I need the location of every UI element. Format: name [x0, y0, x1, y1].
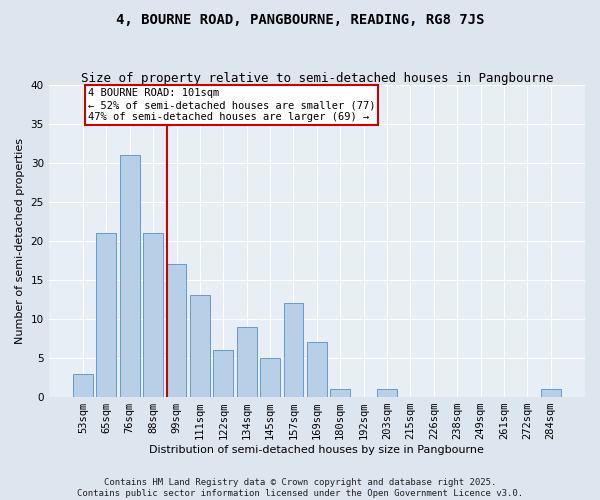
Bar	[330, 390, 350, 397]
Bar	[97, 233, 116, 397]
Bar	[167, 264, 187, 397]
Bar	[143, 233, 163, 397]
Y-axis label: Number of semi-detached properties: Number of semi-detached properties	[15, 138, 25, 344]
Bar	[237, 327, 257, 397]
Bar	[73, 374, 93, 397]
Bar	[541, 390, 560, 397]
X-axis label: Distribution of semi-detached houses by size in Pangbourne: Distribution of semi-detached houses by …	[149, 445, 484, 455]
Bar	[214, 350, 233, 397]
Text: 4 BOURNE ROAD: 101sqm
← 52% of semi-detached houses are smaller (77)
47% of semi: 4 BOURNE ROAD: 101sqm ← 52% of semi-deta…	[88, 88, 375, 122]
Bar	[120, 155, 140, 397]
Bar	[260, 358, 280, 397]
Text: 4, BOURNE ROAD, PANGBOURNE, READING, RG8 7JS: 4, BOURNE ROAD, PANGBOURNE, READING, RG8…	[116, 12, 484, 26]
Bar	[284, 304, 304, 397]
Bar	[307, 342, 327, 397]
Text: Contains HM Land Registry data © Crown copyright and database right 2025.
Contai: Contains HM Land Registry data © Crown c…	[77, 478, 523, 498]
Title: Size of property relative to semi-detached houses in Pangbourne: Size of property relative to semi-detach…	[80, 72, 553, 85]
Bar	[190, 296, 210, 397]
Bar	[377, 390, 397, 397]
